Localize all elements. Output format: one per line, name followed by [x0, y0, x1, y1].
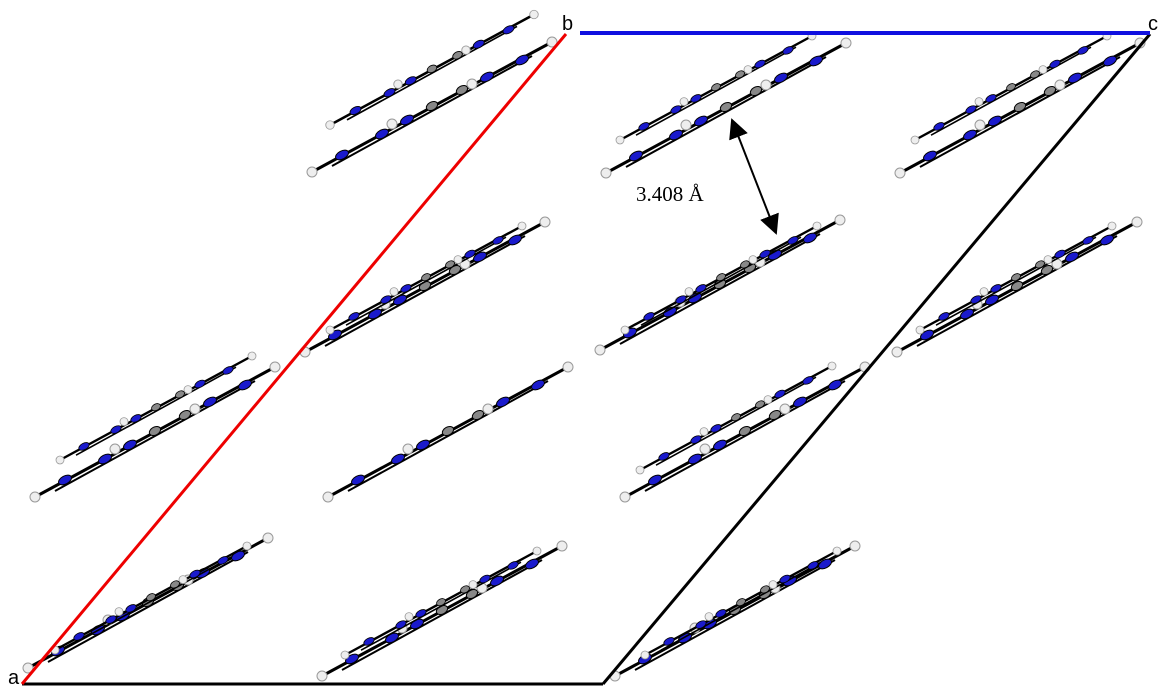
crystal-packing-diagram: 3.408 Å a b c [0, 0, 1159, 686]
distance-arrow [732, 120, 776, 233]
molecules [23, 10, 1145, 681]
distance-label: 3.408 Å [636, 182, 705, 206]
axis-label: c [1148, 13, 1158, 35]
axis-label: a [8, 667, 20, 686]
axis-label: b [562, 13, 573, 35]
page: 3.408 Å a b c (() => { const data = JSON… [0, 0, 1159, 686]
